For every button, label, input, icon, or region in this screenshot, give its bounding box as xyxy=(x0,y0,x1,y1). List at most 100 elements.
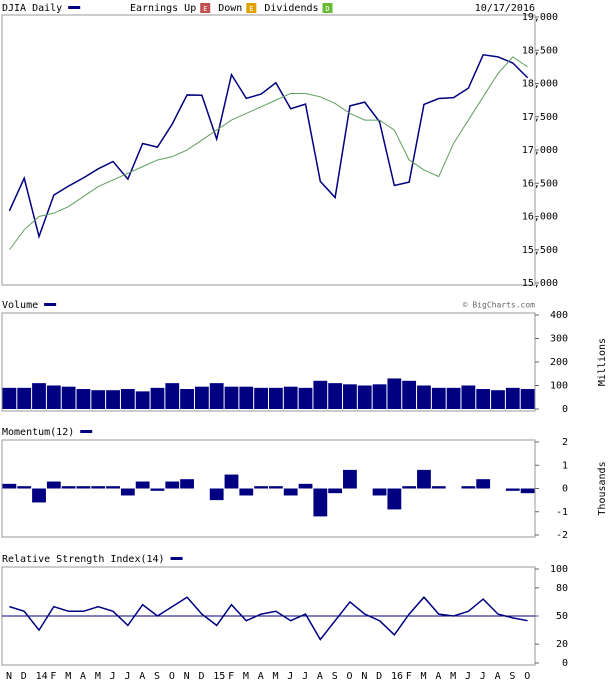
y-tick-label: 15,500 xyxy=(522,245,558,256)
y-tick-label: 400 xyxy=(550,310,568,321)
y-tick-label: -1 xyxy=(556,507,568,518)
bar xyxy=(209,488,224,501)
bar xyxy=(461,486,476,489)
bar xyxy=(372,384,387,409)
legend-icon-text: E xyxy=(249,5,253,13)
bar xyxy=(298,483,313,489)
bar xyxy=(254,387,268,409)
bar xyxy=(150,488,165,491)
y-tick-label: 20 xyxy=(556,639,568,650)
bar xyxy=(32,383,46,409)
bar xyxy=(298,387,313,409)
y-tick-label: 18,000 xyxy=(522,79,558,90)
legend-swatch xyxy=(68,6,81,9)
x-tick-label: N xyxy=(6,671,12,682)
line xyxy=(9,56,528,251)
bar xyxy=(417,469,431,489)
x-tick-label: M xyxy=(273,671,279,682)
bar xyxy=(91,390,106,409)
x-tick-label: S xyxy=(332,671,338,682)
y-tick-label: 300 xyxy=(550,334,568,345)
bar xyxy=(328,383,343,409)
bar xyxy=(520,488,535,494)
line xyxy=(8,53,529,240)
bar xyxy=(269,486,283,489)
y-tick-label: 0 xyxy=(562,658,568,669)
y-tick-label: 17,000 xyxy=(522,145,558,156)
x-tick-label: M xyxy=(95,671,101,682)
y-tick-label: 80 xyxy=(556,583,568,594)
legend-swatch xyxy=(170,557,183,560)
x-tick-label: A xyxy=(258,671,264,682)
bar xyxy=(224,474,239,489)
y-tick-label: 18,500 xyxy=(522,45,558,56)
bar xyxy=(76,389,91,409)
x-tick-label: M xyxy=(65,671,71,682)
x-tick-label: O xyxy=(524,671,530,682)
bar xyxy=(17,387,32,409)
y-tick-label: 50 xyxy=(556,611,568,622)
legend-icon xyxy=(322,3,333,13)
bar xyxy=(91,486,106,489)
x-tick-label: S xyxy=(509,671,515,682)
y-tick-label: 16,500 xyxy=(522,178,558,189)
y-tick-label: 0 xyxy=(562,404,568,415)
legend-label: Earnings Up xyxy=(130,3,196,14)
bar xyxy=(269,387,283,409)
bar xyxy=(106,390,120,409)
bar xyxy=(387,378,402,409)
bar xyxy=(106,486,120,489)
bar xyxy=(431,486,446,489)
legend-icon xyxy=(200,3,211,13)
bar xyxy=(120,488,135,496)
bar xyxy=(120,389,135,409)
y-tick-label: 15,000 xyxy=(522,278,558,289)
legend-label: Volume xyxy=(2,300,38,311)
legend-label: Relative Strength Index(14) xyxy=(2,554,165,565)
x-tick-label: J xyxy=(302,671,308,682)
y-axis-label: Millions xyxy=(597,338,608,386)
bar xyxy=(402,486,417,489)
y-tick-label: 0 xyxy=(562,484,568,495)
bar xyxy=(61,486,76,489)
x-tick-label: A xyxy=(435,671,441,682)
legend-icon xyxy=(246,3,257,13)
x-tick-label: S xyxy=(154,671,160,682)
bar xyxy=(194,386,209,409)
bar xyxy=(2,483,17,489)
x-tick-label: J xyxy=(465,671,471,682)
bar xyxy=(180,389,194,409)
legend-swatch xyxy=(44,303,57,306)
bar xyxy=(476,479,491,489)
bar xyxy=(417,385,431,409)
y-tick-label: 1 xyxy=(562,460,568,471)
x-tick-label: A xyxy=(139,671,145,682)
x-tick-label: D xyxy=(21,671,27,682)
x-tick-label: N xyxy=(184,671,190,682)
y-tick-label: 100 xyxy=(550,381,568,392)
bar xyxy=(135,481,150,489)
legend-label: Down xyxy=(218,3,242,14)
bar xyxy=(313,380,328,409)
y-tick-label: 100 xyxy=(550,564,568,575)
y-tick-label: -2 xyxy=(556,530,568,541)
x-tick-label: A xyxy=(317,671,323,682)
x-tick-label: M xyxy=(450,671,456,682)
bar xyxy=(343,469,357,489)
x-tick-label: J xyxy=(287,671,293,682)
panel-frame xyxy=(1,14,536,286)
bar xyxy=(165,383,180,409)
bar xyxy=(76,486,91,489)
y-axis-label: Thousands xyxy=(597,461,608,515)
bar xyxy=(135,391,150,409)
bar xyxy=(239,386,254,409)
bar xyxy=(520,389,535,409)
x-tick-label: D xyxy=(376,671,382,682)
x-tick-label: A xyxy=(495,671,501,682)
y-tick-label: 200 xyxy=(550,357,568,368)
bar xyxy=(476,389,491,409)
x-tick-label: F xyxy=(228,671,234,682)
x-tick-label: J xyxy=(110,671,116,682)
x-tick-label: F xyxy=(50,671,56,682)
